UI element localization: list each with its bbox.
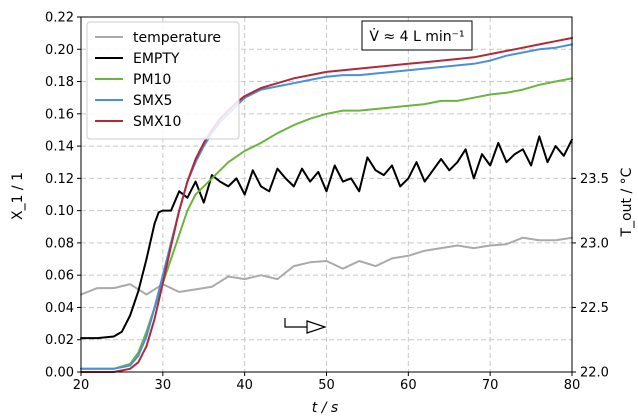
series-line-empty [80, 135, 573, 340]
ticks: 20 30 40 50 60 70 80 0.00 0.02 0.04 0.06 0.08 0.10 0.… [45, 11, 609, 394]
x-tick-label: 60 [400, 378, 417, 393]
temperature-axis-arrow [284, 318, 327, 334]
series-layer [80, 37, 573, 373]
legend-label: EMPTY [133, 51, 180, 67]
legend-label: SMX10 [133, 114, 181, 130]
y2-tick-label: 22.0 [580, 366, 609, 381]
y-tick-label: 0.08 [45, 236, 74, 251]
y-tick-label: 0.06 [45, 269, 74, 284]
x-tick-label: 20 [73, 378, 90, 393]
flow-annotation-text: V̇ ≈ 4 L min⁻¹ [369, 28, 464, 45]
flow-annotation: V̇ ≈ 4 L min⁻¹ [361, 20, 473, 51]
legend-label: temperature [133, 30, 221, 46]
x-tick-label: 80 [564, 378, 581, 393]
y-tick-label: 0.16 [45, 107, 74, 122]
y-tick-label: 0.04 [45, 301, 74, 316]
x-tick-label: 70 [482, 378, 499, 393]
y2-tick-label: 23.5 [580, 172, 609, 187]
y-tick-label: 0.18 [45, 75, 74, 90]
legend-label: PM10 [133, 72, 171, 88]
y-axis-label: X_1 / 1 [10, 172, 26, 220]
legend-label: SMX5 [133, 93, 172, 109]
y-tick-label: 0.12 [45, 172, 74, 187]
y2-axis-label: T_out / °C [619, 167, 635, 237]
x-tick-label: 40 [236, 378, 253, 393]
series-line-smx10 [80, 37, 573, 373]
x-axis-label: t / s [312, 400, 338, 416]
y2-tick-label: 23.0 [580, 236, 609, 251]
y2-tick-label: 22.5 [580, 301, 609, 316]
y-tick-label: 0.02 [45, 333, 74, 348]
y-tick-label: 0.14 [45, 140, 74, 155]
x-tick-label: 50 [318, 378, 335, 393]
y-tick-label: 0.22 [45, 11, 74, 26]
y-tick-label: 0.10 [45, 204, 74, 219]
y-tick-label: 0.00 [45, 366, 74, 381]
y-tick-label: 0.20 [45, 43, 74, 58]
legend-box [86, 21, 240, 140]
series-line-smx5 [80, 43, 573, 370]
x-tick-label: 30 [155, 378, 172, 393]
legend: temperature EMPTY PM10 SMX5 SMX10 [86, 21, 240, 140]
